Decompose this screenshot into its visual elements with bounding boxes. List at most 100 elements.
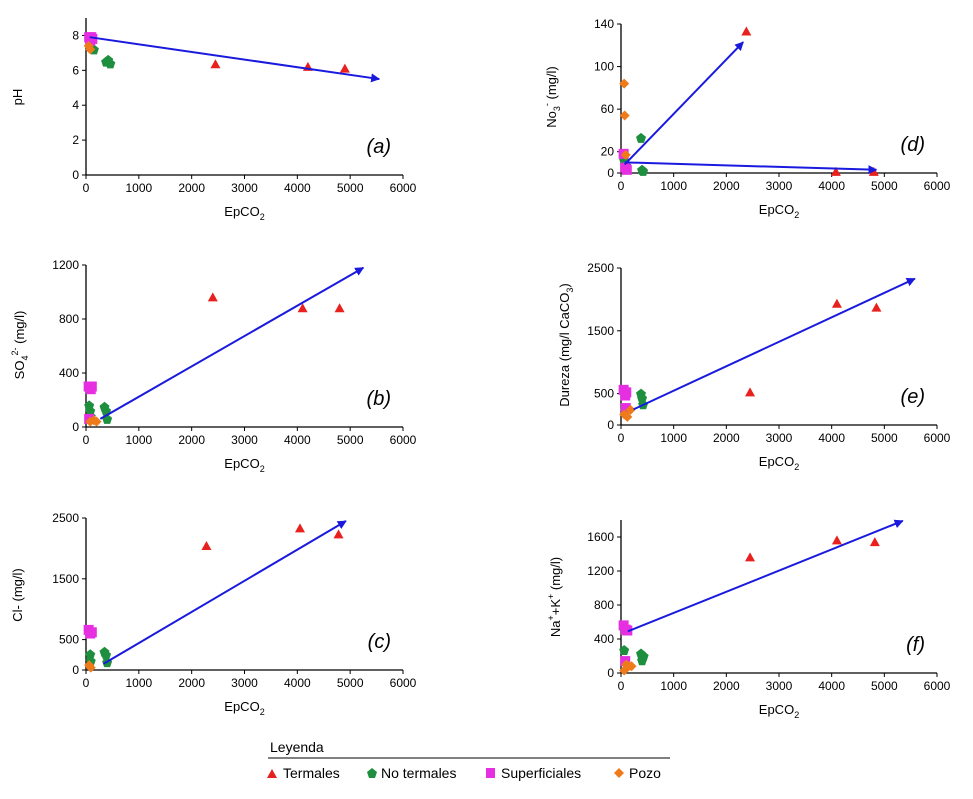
xlabel-c: EpCO2: [224, 699, 264, 717]
x-tick-label-e: 2000: [713, 431, 740, 445]
point-pozo-a: [85, 44, 96, 55]
point-pozo-d: [620, 149, 631, 160]
ylabel-d: No3- (mg/l): [542, 66, 562, 127]
point-termales-d: [830, 166, 841, 176]
x-tick-label-b: 1000: [125, 433, 152, 447]
x-tick-label-a: 0: [83, 181, 90, 195]
y-tick-label-e: 0: [607, 418, 614, 432]
point-pozo-c: [85, 662, 96, 673]
y-tick-label-a: 2: [72, 133, 79, 147]
point-pozo-d: [619, 78, 630, 89]
y-tick-label-c: 0: [72, 663, 79, 677]
panel-label-a: (a): [367, 136, 391, 158]
x-tick-label-d: 3000: [766, 179, 793, 193]
legend-marker-termales: [267, 769, 277, 778]
panel-d: 0 1000 2000 3000 4000 5000 6000 0 20 60 100 140 EpCO…: [594, 17, 951, 220]
y-tick-label-a: 4: [72, 98, 79, 112]
panel-label-c: (c): [368, 631, 391, 653]
legend: Leyenda Termales No termales Superficial…: [267, 739, 670, 781]
legend-marker-no-termales: [367, 768, 377, 778]
x-tick-label-e: 0: [618, 431, 625, 445]
trend-arrow-b: [99, 266, 365, 420]
x-tick-label-f: 1000: [660, 679, 687, 693]
y-tick-label-d: 20: [601, 145, 615, 159]
x-tick-label-e: 3000: [766, 431, 793, 445]
x-tick-label-c: 6000: [390, 676, 417, 690]
point-termales-a: [339, 63, 350, 73]
x-tick-label-e: 1000: [660, 431, 687, 445]
x-tick-label-d: 5000: [871, 179, 898, 193]
point-termales-c: [333, 529, 344, 539]
x-tick-label-f: 2000: [713, 679, 740, 693]
x-tick-label-c: 5000: [337, 676, 364, 690]
x-tick-label-b: 4000: [284, 433, 311, 447]
y-tick-label-f: 1200: [587, 564, 614, 578]
point-no-termales-a: [105, 58, 116, 69]
x-tick-label-d: 1000: [660, 179, 687, 193]
y-tick-label-d: 0: [607, 166, 614, 180]
point-pozo-e: [625, 404, 636, 415]
point-termales-b: [334, 303, 345, 313]
panel-b: 0 1000 2000 3000 4000 5000 6000 0 400 800 1200 EpCO…: [52, 258, 416, 474]
xlabel-a: EpCO2: [224, 204, 264, 222]
y-tick-label-f: 400: [594, 632, 614, 646]
panel-e: 0 1000 2000 3000 4000 5000 6000 0 500 1500 2500 EpC…: [587, 261, 950, 472]
trend-arrow-c: [102, 520, 347, 665]
panel-f: 0 1000 2000 3000 4000 5000 6000 0 400 800 1200 1600…: [587, 519, 951, 720]
x-tick-label-d: 0: [618, 179, 625, 193]
y-tick-label-b: 400: [59, 366, 79, 380]
x-tick-label-a: 1000: [125, 181, 152, 195]
point-no-termales-f: [619, 645, 630, 656]
point-termales-c: [294, 523, 305, 533]
legend-marker-pozo: [614, 768, 624, 778]
trend-arrow-d: [624, 161, 878, 175]
ylabel-b: SO42- (mg/l): [10, 311, 30, 380]
point-termales-d: [741, 26, 752, 36]
point-superficiales-e: [621, 387, 632, 398]
trend-arrow-a: [89, 36, 381, 83]
x-tick-label-f: 5000: [871, 679, 898, 693]
y-tick-label-a: 8: [72, 28, 79, 42]
x-tick-label-c: 1000: [125, 676, 152, 690]
panel-label-f: (f): [906, 634, 925, 656]
x-tick-label-f: 0: [618, 679, 625, 693]
panel-a: 0 1000 2000 3000 4000 5000 6000 0 2 4 6 8 EpCO2 (a): [72, 18, 417, 222]
x-tick-label-f: 6000: [924, 679, 951, 693]
y-tick-label-b: 0: [72, 420, 79, 434]
y-tick-label-e: 2500: [587, 261, 614, 275]
y-tick-label-a: 6: [72, 63, 79, 77]
x-tick-label-e: 5000: [871, 431, 898, 445]
point-superficiales-b: [86, 381, 97, 392]
y-tick-label-c: 500: [59, 633, 79, 647]
panel-label-d: (d): [901, 134, 925, 156]
point-termales-f: [869, 537, 880, 547]
x-tick-label-d: 2000: [713, 179, 740, 193]
point-termales-d: [868, 166, 879, 176]
xlabel-subscript-c: 2: [260, 707, 265, 717]
point-pozo-e: [622, 411, 633, 422]
x-tick-label-c: 0: [83, 676, 90, 690]
point-superficiales-d: [621, 164, 632, 175]
x-tick-label-b: 6000: [390, 433, 417, 447]
legend-item-no-termales: No termales: [381, 765, 456, 781]
point-no-termales-c: [85, 649, 96, 660]
xlabel-subscript-f: 2: [794, 710, 799, 720]
x-tick-label-d: 6000: [924, 179, 951, 193]
point-superficiales-e: [620, 403, 631, 414]
panel-c: 0 1000 2000 3000 4000 5000 6000 0 500 1500 2500 EpC…: [52, 511, 416, 717]
legend-marker-superficiales: [486, 768, 495, 778]
x-tick-label-a: 5000: [337, 181, 364, 195]
trend-arrow-f: [627, 519, 904, 633]
y-tick-label-d: 140: [594, 17, 614, 31]
point-termales-f: [745, 552, 756, 562]
y-tick-label-d: 60: [601, 102, 615, 116]
ylabel-f: Na++K+ (mg/l): [546, 557, 563, 637]
ylabel-e: Dureza (mg/l CaCO3): [557, 283, 575, 407]
legend-title: Leyenda: [270, 739, 324, 755]
trend-arrow-d: [623, 41, 744, 166]
point-no-termales-d: [638, 165, 649, 176]
point-no-termales-f: [638, 651, 649, 661]
x-tick-label-a: 4000: [284, 181, 311, 195]
y-tick-label-f: 1600: [587, 530, 614, 544]
